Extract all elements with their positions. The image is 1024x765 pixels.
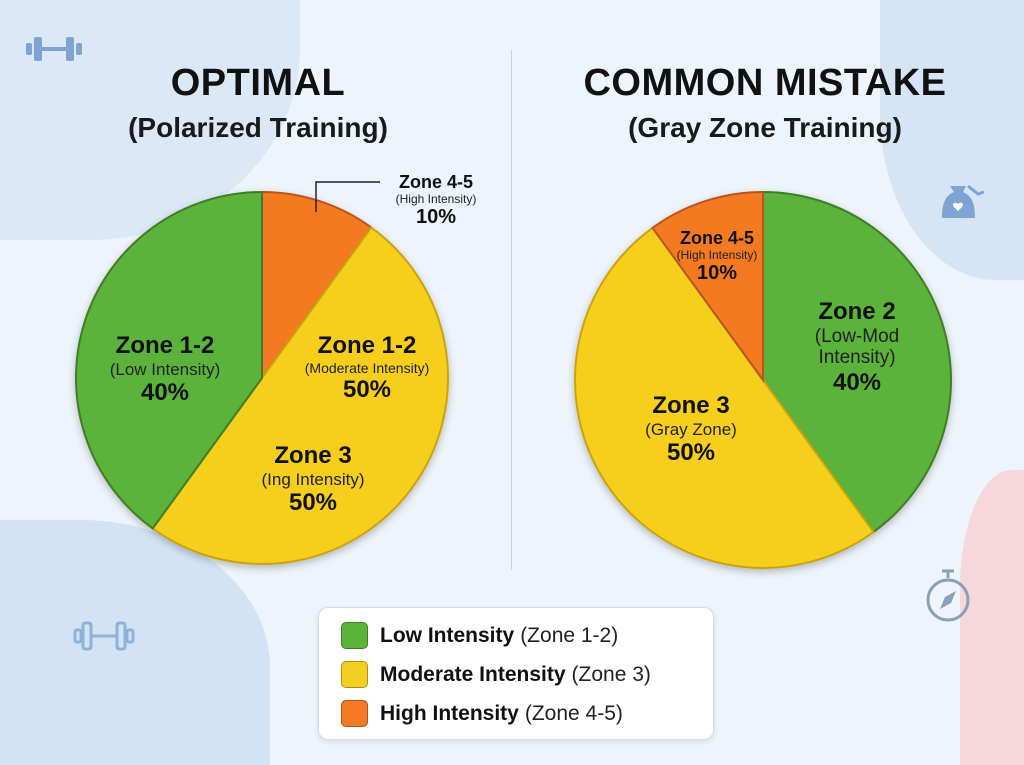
kettlebell-icon (942, 184, 985, 218)
mistake-subtitle: (Gray Zone Training) (628, 112, 902, 143)
legend-item-high: High Intensity (Zone 4-5) (341, 700, 623, 727)
slice-label: Zone 3 (Ing Intensity) 50% (261, 442, 365, 517)
legend-swatch (341, 661, 368, 688)
background-blob (960, 470, 1024, 765)
dumbbell-icon (73, 621, 135, 651)
optimal-subtitle: (Polarized Training) (128, 112, 388, 143)
divider (511, 50, 512, 570)
optimal-title: OPTIMAL (170, 62, 346, 104)
pie-slice-high (261, 190, 373, 382)
pie-slice-moderate (574, 226, 875, 569)
slice-label: Zone 4-5 (High Intensity) 10% (676, 228, 758, 285)
legend-item-low: Low Intensity (Zone 1-2) (341, 622, 618, 649)
slice-label: Zone 1-2 (Moderate Intensity) 50% (304, 332, 430, 403)
stopwatch-icon (926, 569, 970, 622)
optimal-pie (75, 190, 449, 565)
pie-slice-high (651, 190, 764, 384)
legend: Low Intensity (Zone 1-2) Moderate Intensi… (318, 607, 714, 740)
pie-slice-low (75, 190, 263, 530)
slice-label: Zone 2 (Low-Mod Intensity) 40% (814, 298, 900, 397)
legend-item-moderate: Moderate Intensity (Zone 3) (341, 661, 651, 688)
slice-label: Zone 3 (Gray Zone) 50% (645, 392, 737, 467)
slice-label: Zone 1-2 (Low Intensity) 40% (109, 332, 221, 407)
callout-line (315, 181, 380, 212)
dumbbell-icon (26, 37, 82, 61)
legend-swatch (341, 700, 368, 727)
legend-swatch (341, 622, 368, 649)
slice-label: Zone 4-5 (High Intensity) 10% (395, 172, 477, 229)
pie-slice-moderate (151, 226, 449, 565)
pie-slice-low (762, 190, 952, 534)
mistake-title: COMMON MISTAKE (583, 62, 947, 104)
mistake-pie (574, 190, 952, 569)
